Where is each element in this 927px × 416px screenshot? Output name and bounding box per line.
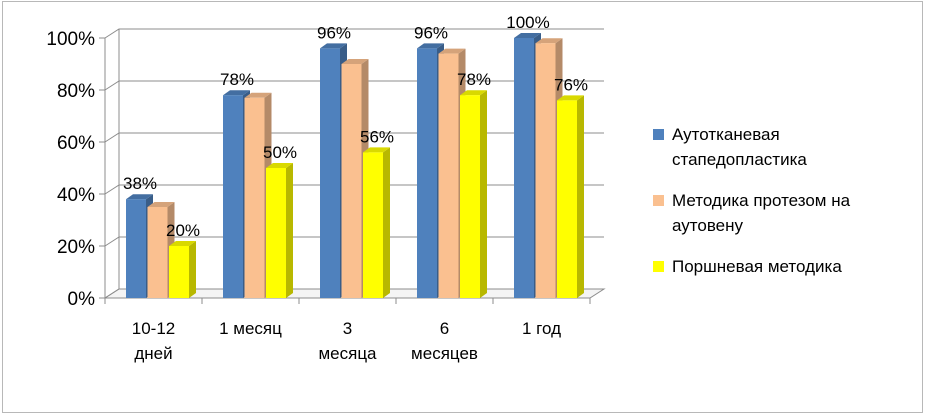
- bar-side: [577, 95, 584, 299]
- bar-top: [363, 147, 390, 153]
- bar: [266, 163, 293, 298]
- bar: [363, 147, 390, 298]
- bar-front: [438, 53, 459, 298]
- bar-top: [266, 163, 293, 168]
- bar-front: [363, 152, 383, 298]
- bar-front: [460, 95, 480, 298]
- bar-top: [169, 241, 196, 246]
- bar-top: [535, 38, 563, 44]
- data-label: 96%: [317, 23, 351, 42]
- data-label: 56%: [360, 127, 394, 146]
- bar-front: [223, 95, 243, 298]
- bar-top: [557, 95, 584, 101]
- bar-front: [320, 48, 340, 299]
- bar-top: [514, 33, 541, 38]
- data-label: 76%: [554, 75, 588, 94]
- bar: [557, 95, 584, 299]
- x-tick-label: 6: [440, 319, 449, 338]
- bar-front: [266, 168, 286, 298]
- legend-entry: Аутотканевая стапедопластика: [653, 125, 807, 169]
- bar-front: [535, 43, 556, 299]
- bar: [169, 241, 196, 298]
- bar-top: [417, 43, 444, 49]
- y-tick-label: 80%: [57, 81, 95, 102]
- bar-front: [557, 100, 577, 299]
- bar: [460, 90, 487, 298]
- legend-entry: Поршневая методика: [653, 257, 842, 276]
- x-tick-label: месяца: [318, 344, 377, 363]
- bar-top: [320, 43, 347, 49]
- bar-front: [514, 38, 534, 298]
- legend-swatch: [653, 129, 664, 140]
- legend-entry: Методика протезом на аутовену: [653, 191, 851, 235]
- bar-front: [126, 199, 146, 298]
- legend-swatch: [653, 195, 664, 206]
- legend-swatch: [653, 261, 664, 272]
- y-tick-label: 60%: [57, 133, 95, 154]
- x-tick-label: 1 месяц: [219, 319, 282, 338]
- data-label: 20%: [166, 221, 200, 240]
- legend-label: Поршневая методика: [672, 257, 842, 276]
- bar-top: [126, 194, 153, 200]
- bar-front: [169, 246, 189, 298]
- bar-top: [147, 202, 175, 207]
- data-label: 78%: [220, 70, 254, 89]
- bar-side: [383, 147, 390, 298]
- bar-top: [438, 48, 466, 54]
- bar-front: [147, 207, 168, 298]
- bar-front: [417, 48, 437, 299]
- bar-side: [286, 163, 293, 298]
- bar-front: [341, 64, 362, 298]
- data-label: 100%: [506, 13, 549, 32]
- y-tick-label: 20%: [57, 237, 95, 258]
- x-tick-label: 1 год: [522, 319, 561, 338]
- bar-side: [189, 241, 196, 298]
- data-label: 38%: [123, 174, 157, 193]
- legend-label: Аутотканевая: [672, 125, 780, 144]
- data-label: 96%: [414, 23, 448, 42]
- legend-label: Методика протезом на: [672, 191, 851, 210]
- legend-label: стапедопластика: [672, 150, 807, 169]
- y-tick-label: 100%: [46, 29, 95, 50]
- x-tick-label: 3: [343, 319, 352, 338]
- data-label: 78%: [457, 70, 491, 89]
- data-label: 50%: [263, 143, 297, 162]
- gridline: [104, 28, 604, 39]
- x-tick-label: 10-12: [132, 319, 175, 338]
- bar-front: [244, 97, 265, 298]
- bar-side: [480, 90, 487, 298]
- x-tick-label: месяцев: [411, 344, 478, 363]
- bar-top: [460, 90, 487, 96]
- y-tick-label: 40%: [57, 185, 95, 206]
- bar-top: [341, 59, 369, 64]
- bar-top: [244, 92, 272, 98]
- y-tick-label: 0%: [68, 289, 96, 310]
- legend-label: аутовену: [672, 216, 743, 235]
- x-tick-label: дней: [134, 344, 172, 363]
- bar-top: [223, 90, 250, 96]
